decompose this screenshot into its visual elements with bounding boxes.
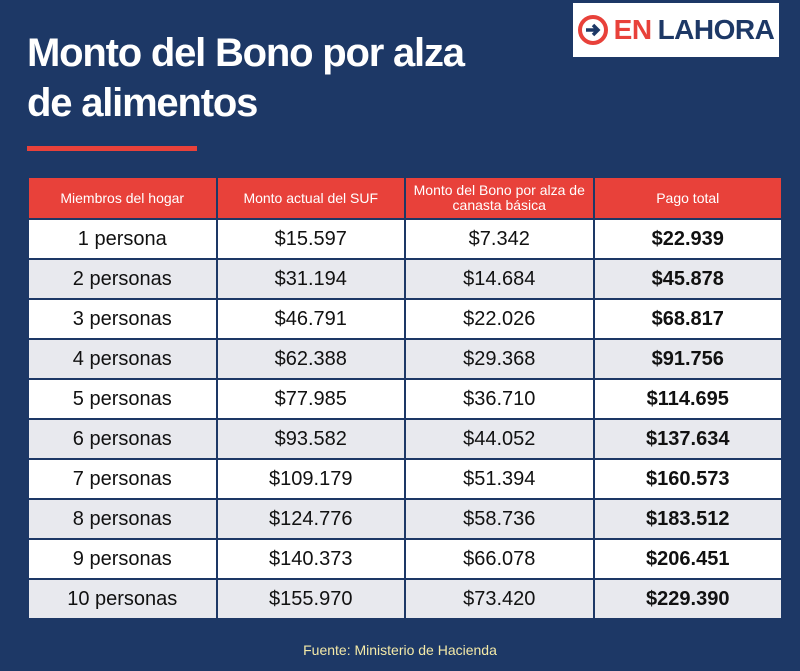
table-cell: 8 personas: [27, 498, 218, 540]
table-row: 6 personas $93.582 $44.052 $137.634: [27, 418, 783, 460]
table-row: 7 personas $109.179 $51.394 $160.573: [27, 458, 783, 500]
table-cell: $124.776: [215, 498, 406, 540]
table-cell: $91.756: [592, 338, 783, 380]
table-cell: 10 personas: [27, 578, 218, 620]
table-cell: 5 personas: [27, 378, 218, 420]
table-cell: $29.368: [404, 338, 595, 380]
table-cell: $93.582: [215, 418, 406, 460]
logo-text: EN: [613, 14, 652, 45]
title-underline: [27, 146, 197, 151]
table-cell: $140.373: [215, 538, 406, 580]
table-cell: $51.394: [404, 458, 595, 500]
table-cell: $7.342: [404, 218, 595, 260]
column-header: Miembros del hogar: [27, 176, 218, 220]
table-row: 1 persona $15.597 $7.342 $22.939: [27, 218, 783, 260]
table-cell: $66.078: [404, 538, 595, 580]
logo: EN LAHORA: [573, 3, 779, 57]
table-cell: 3 personas: [27, 298, 218, 340]
table-cell: 6 personas: [27, 418, 218, 460]
table-cell: $229.390: [592, 578, 783, 620]
table-cell: $114.695: [592, 378, 783, 420]
title: Monto del Bono por alza de alimentos: [27, 31, 465, 125]
table-row: 10 personas $155.970 $73.420 $229.390: [27, 578, 783, 620]
table-cell: $73.420: [404, 578, 595, 620]
table-cell: $155.970: [215, 578, 406, 620]
table-row: 8 personas $124.776 $58.736 $183.512: [27, 498, 783, 540]
table-cell: $44.052: [404, 418, 595, 460]
logo-text: LAHORA: [657, 14, 775, 45]
table-cell: 1 persona: [27, 218, 218, 260]
table-cell: $45.878: [592, 258, 783, 300]
table-cell: $14.684: [404, 258, 595, 300]
column-header: Monto del Bono por alza de canasta básic…: [404, 176, 595, 220]
table-cell: 2 personas: [27, 258, 218, 300]
table-cell: $183.512: [592, 498, 783, 540]
table-cell: $62.388: [215, 338, 406, 380]
column-header: Monto actual del SUF: [215, 176, 406, 220]
table-cell: $58.736: [404, 498, 595, 540]
table: Miembros del hogar Monto actual del SUF Mo…: [27, 176, 783, 620]
table-cell: $77.985: [215, 378, 406, 420]
table-cell: $137.634: [592, 418, 783, 460]
table-row: 3 personas $46.791 $22.026 $68.817: [27, 298, 783, 340]
table-row: 2 personas $31.194 $14.684 $45.878: [27, 258, 783, 300]
table-cell: 9 personas: [27, 538, 218, 580]
table-cell: $15.597: [215, 218, 406, 260]
table-cell: $22.939: [592, 218, 783, 260]
table-cell: $109.179: [215, 458, 406, 500]
table-cell: $68.817: [592, 298, 783, 340]
table-cell: $160.573: [592, 458, 783, 500]
logo-icon: [577, 15, 608, 45]
column-header: Pago total: [592, 176, 783, 220]
table-row: 4 personas $62.388 $29.368 $91.756: [27, 338, 783, 380]
table-row: 5 personas $77.985 $36.710 $114.695: [27, 378, 783, 420]
table-cell: 7 personas: [27, 458, 218, 500]
table-cell: $206.451: [592, 538, 783, 580]
table-cell: $36.710: [404, 378, 595, 420]
table-cell: $46.791: [215, 298, 406, 340]
source: Fuente: Ministerio de Hacienda: [303, 642, 497, 658]
table-cell: $22.026: [404, 298, 595, 340]
table-cell: $31.194: [215, 258, 406, 300]
table-row: 9 personas $140.373 $66.078 $206.451: [27, 538, 783, 580]
table-cell: 4 personas: [27, 338, 218, 380]
